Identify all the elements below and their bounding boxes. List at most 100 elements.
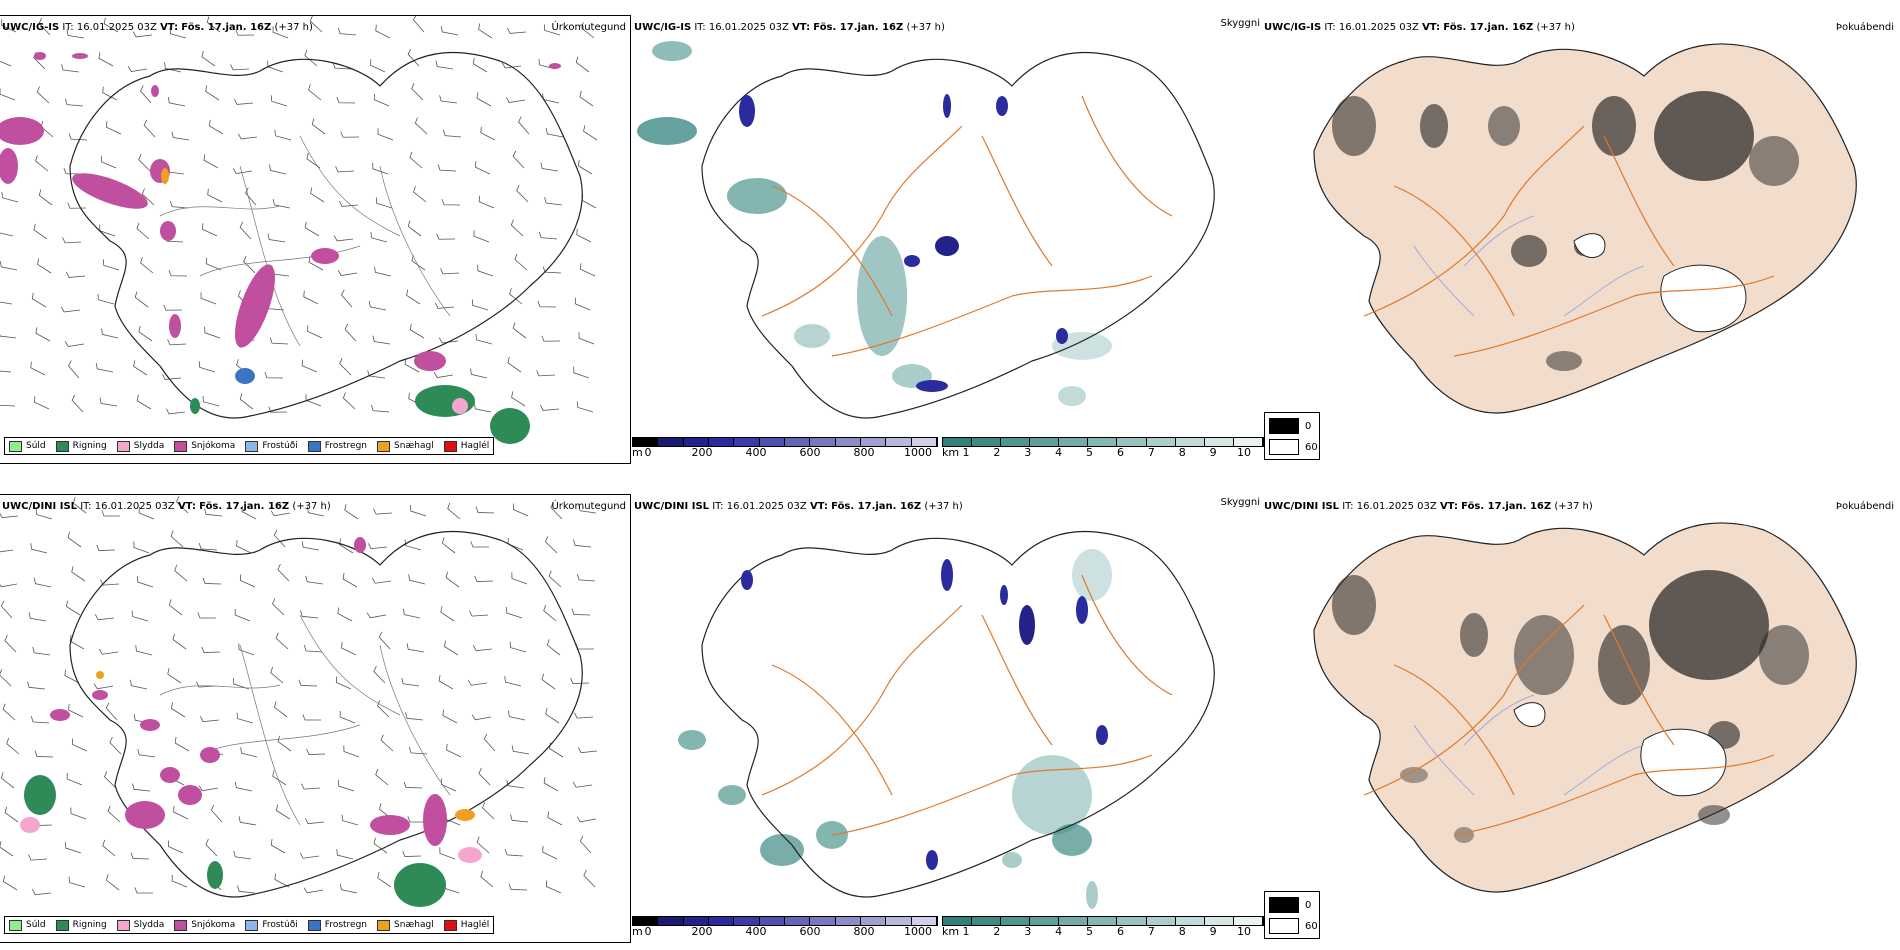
wind-barb — [34, 396, 50, 410]
colorbar-segment — [810, 438, 836, 446]
field-title-visibility: Skyggni — [1220, 18, 1260, 29]
colorbar-tick-label: 10 — [1237, 925, 1251, 938]
wind-barb — [507, 710, 526, 721]
low-visibility-areas — [678, 549, 1112, 909]
wind-barb — [137, 576, 154, 588]
wind-barb — [305, 575, 324, 585]
wind-barb — [198, 785, 219, 792]
iceland-land — [1313, 522, 1857, 893]
wind-barb — [132, 783, 151, 792]
fog-index-areas — [1332, 570, 1809, 843]
colorbar-segment — [1117, 438, 1147, 446]
wind-barb — [270, 666, 284, 684]
colorbar-segment — [708, 917, 735, 925]
colorbar-tick-label: 200 — [691, 446, 713, 459]
wind-barb — [61, 64, 80, 73]
wind-barb — [440, 25, 459, 36]
wind-barb — [371, 577, 392, 584]
wind-barb — [141, 188, 155, 206]
wind-barb — [408, 747, 428, 755]
wind-barb — [409, 151, 423, 169]
wind-barb — [270, 839, 286, 854]
fog-index-areas — [1332, 91, 1799, 371]
swatch — [443, 919, 457, 931]
colorbar-tick-label: 600 — [799, 925, 821, 938]
wind-barb — [204, 508, 223, 517]
wind-barb — [129, 679, 148, 690]
wind-barb — [339, 200, 359, 207]
colorbar-segment — [633, 438, 659, 446]
wind-barb — [377, 128, 394, 141]
roads — [1363, 125, 1775, 357]
wind-barb — [171, 131, 190, 141]
wind-barb — [512, 322, 527, 339]
wind-barb — [37, 258, 52, 274]
wind-barb — [104, 771, 117, 789]
swatch — [9, 919, 22, 931]
wind-barb — [473, 230, 490, 243]
wind-barb — [97, 293, 115, 305]
precip-map-canvas — [0, 496, 598, 907]
legend-item-snow: Snjókoma — [174, 919, 235, 931]
wind-barb — [98, 648, 119, 655]
wind-barb — [478, 767, 491, 786]
colorbar-segment — [683, 917, 709, 925]
wind-barb — [507, 356, 522, 373]
wind-barb — [277, 563, 290, 582]
wind-barb — [270, 510, 291, 517]
wind-barb — [374, 266, 392, 277]
wind-barb — [243, 256, 256, 274]
wind-barb — [375, 768, 389, 786]
panel-header: UWC/DINI ISL IT: 16.01.2025 03Z VT: Fös.… — [1264, 501, 1593, 512]
wind-barb — [0, 260, 18, 271]
wind-barb — [476, 836, 490, 854]
iceland-coastline — [701, 530, 1215, 898]
wind-barb — [404, 539, 422, 551]
wind-barb — [134, 291, 149, 308]
wind-barb — [437, 164, 457, 172]
precip-map-canvas — [0, 16, 598, 444]
wind-barb — [63, 167, 83, 175]
wind-barb — [408, 574, 426, 585]
wind-barb — [169, 27, 187, 39]
wind-barb — [538, 231, 558, 240]
colorbar-segment — [633, 917, 659, 925]
wind-barb — [272, 26, 289, 39]
wind-barb — [1, 19, 17, 33]
wind-barb — [176, 496, 189, 514]
wind-barb — [204, 326, 221, 339]
colorbar-tick-label: 10 — [1237, 446, 1251, 459]
rivers — [1413, 215, 1645, 317]
wind-barb — [136, 222, 150, 240]
wind-barb — [544, 197, 563, 206]
wind-barb — [207, 188, 223, 203]
wind-barb — [272, 770, 287, 786]
wind-barb — [235, 29, 255, 36]
fog-map-canvas — [1313, 522, 1857, 893]
wind-barb — [403, 781, 423, 789]
colorbar-segment — [835, 438, 861, 446]
colorbar-tick-label: 600 — [799, 446, 821, 459]
wind-barb — [409, 323, 425, 339]
wind-barb — [514, 253, 528, 271]
wind-barb — [344, 323, 357, 342]
wind-barb — [480, 126, 496, 141]
wind-barb — [173, 805, 189, 820]
wind-barb — [208, 119, 224, 135]
wind-barb — [410, 505, 427, 517]
wind-barb — [508, 883, 528, 891]
wind-barb — [336, 96, 356, 104]
legend-item-sleet: Slydda — [116, 440, 164, 452]
wind-barb — [447, 502, 461, 520]
wind-barb — [31, 889, 52, 896]
wind-barb — [264, 371, 284, 379]
roads — [761, 574, 1173, 836]
wind-barb — [343, 745, 360, 758]
wind-barb — [269, 164, 287, 175]
wind-barb — [440, 606, 455, 622]
wind-barb — [337, 270, 358, 276]
wind-barb — [38, 17, 51, 36]
wind-barb — [576, 816, 597, 823]
wind-barb — [506, 779, 525, 789]
wind-barb — [66, 271, 86, 278]
